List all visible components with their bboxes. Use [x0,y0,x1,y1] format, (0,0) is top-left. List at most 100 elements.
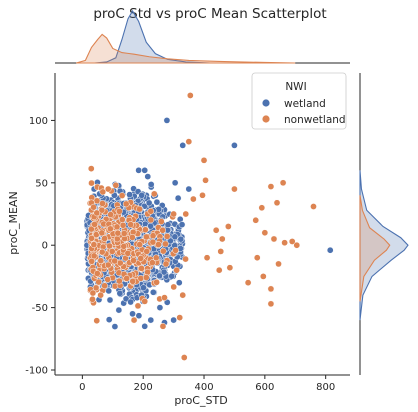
legend-box [251,72,347,130]
data-point-nonwetland [252,216,260,224]
data-point-nonwetland [90,203,97,211]
data-point-nonwetland [130,316,138,324]
data-point-nonwetland [97,291,104,299]
data-point-wetland [147,181,155,188]
data-point-wetland [149,288,157,296]
data-point-nonwetland [185,138,193,145]
data-point-nonwetland [116,277,123,285]
data-point-wetland [115,306,123,314]
data-point-nonwetland [107,225,114,233]
data-point-nonwetland [259,273,267,280]
data-point-nonwetland [136,205,143,213]
y-tick-label: -100 [25,366,48,377]
data-point-nonwetland [150,190,158,198]
data-point-wetland [145,199,153,207]
data-point-wetland [122,295,130,303]
data-point-wetland [174,194,182,202]
data-point-nonwetland [98,248,106,256]
data-point-nonwetland [162,260,170,268]
data-point-nonwetland [106,242,113,250]
data-point-nonwetland [231,185,238,193]
data-point-nonwetland [88,234,95,242]
data-point-nonwetland [215,266,223,274]
kde-x-wetland [94,9,211,64]
data-point-wetland [175,279,183,287]
data-point-nonwetland [141,298,149,305]
data-point-nonwetland [88,179,95,187]
data-point-wetland [135,312,143,320]
data-point-nonwetland [173,266,180,274]
data-point-wetland [160,268,168,276]
data-point-wetland [126,191,133,198]
data-point-nonwetland [90,252,98,260]
chart-title: proC Std vs proC Mean Scatterplot [93,6,326,22]
right-marginal-kde [359,73,409,375]
x-axis-label: proC_STD [174,394,227,407]
data-point-wetland [111,323,119,330]
data-point-nonwetland [91,220,98,228]
data-point-nonwetland [104,185,112,193]
data-point-nonwetland [179,291,187,299]
data-point-nonwetland [170,283,178,291]
data-point-nonwetland [119,221,127,229]
data-point-nonwetland [226,264,234,272]
data-point-nonwetland [159,247,167,255]
data-point-nonwetland [98,206,106,214]
data-point-nonwetland [270,235,278,243]
data-point-nonwetland [147,216,155,224]
data-point-wetland [231,142,238,149]
data-point-nonwetland [138,264,145,272]
data-point-nonwetland [186,92,194,99]
data-point-nonwetland [199,191,206,199]
data-point-wetland [144,173,152,180]
data-point-nonwetland [155,241,162,248]
data-point-wetland [138,191,146,199]
data-point-nonwetland [182,210,190,218]
data-point-nonwetland [273,199,281,207]
data-point-nonwetland [147,207,155,215]
data-point-nonwetland [159,322,167,330]
data-point-nonwetland [111,257,119,265]
legend-marker-nonwetland [262,115,270,123]
y-tick-label: 0 [42,241,48,252]
data-point-wetland [156,304,164,311]
legend: NWI wetland nonwetland [251,72,347,130]
data-point-nonwetland [130,257,137,264]
data-point-nonwetland [161,294,168,301]
axes: 0 200 400 600 800 -100 -50 0 50 100 [25,73,350,393]
y-tick-label: 50 [35,178,48,189]
data-point-nonwetland [288,238,296,245]
data-point-nonwetland [182,255,189,263]
data-point-wetland [129,310,136,318]
data-point-nonwetland [120,242,128,250]
data-point-nonwetland [137,255,145,262]
y-tick-label: 100 [29,116,48,127]
x-tick-label: 600 [255,382,274,393]
data-point-nonwetland [90,241,98,249]
data-point-nonwetland [108,248,116,255]
data-point-wetland [164,221,172,229]
data-point-nonwetland [118,192,126,199]
data-point-nonwetland [99,188,107,196]
data-point-nonwetland [279,179,287,187]
data-point-nonwetland [176,314,184,321]
data-point-nonwetland [112,181,120,189]
x-tick-label: 200 [134,382,153,393]
data-point-nonwetland [258,204,266,212]
data-point-nonwetland [116,207,123,215]
data-point-nonwetland [137,275,145,282]
data-point-wetland [147,316,155,324]
data-point-wetland [185,185,193,193]
data-point-nonwetland [149,259,156,267]
data-point-wetland [135,166,142,174]
data-point-wetland [163,117,171,124]
data-point-nonwetland [113,223,121,231]
kde-y-nonwetland [359,195,391,302]
data-point-nonwetland [267,285,275,293]
series-nonwetland [86,92,317,361]
data-point-nonwetland [95,278,103,286]
data-point-nonwetland [141,226,149,234]
data-point-nonwetland [104,261,112,269]
data-point-nonwetland [107,211,115,218]
